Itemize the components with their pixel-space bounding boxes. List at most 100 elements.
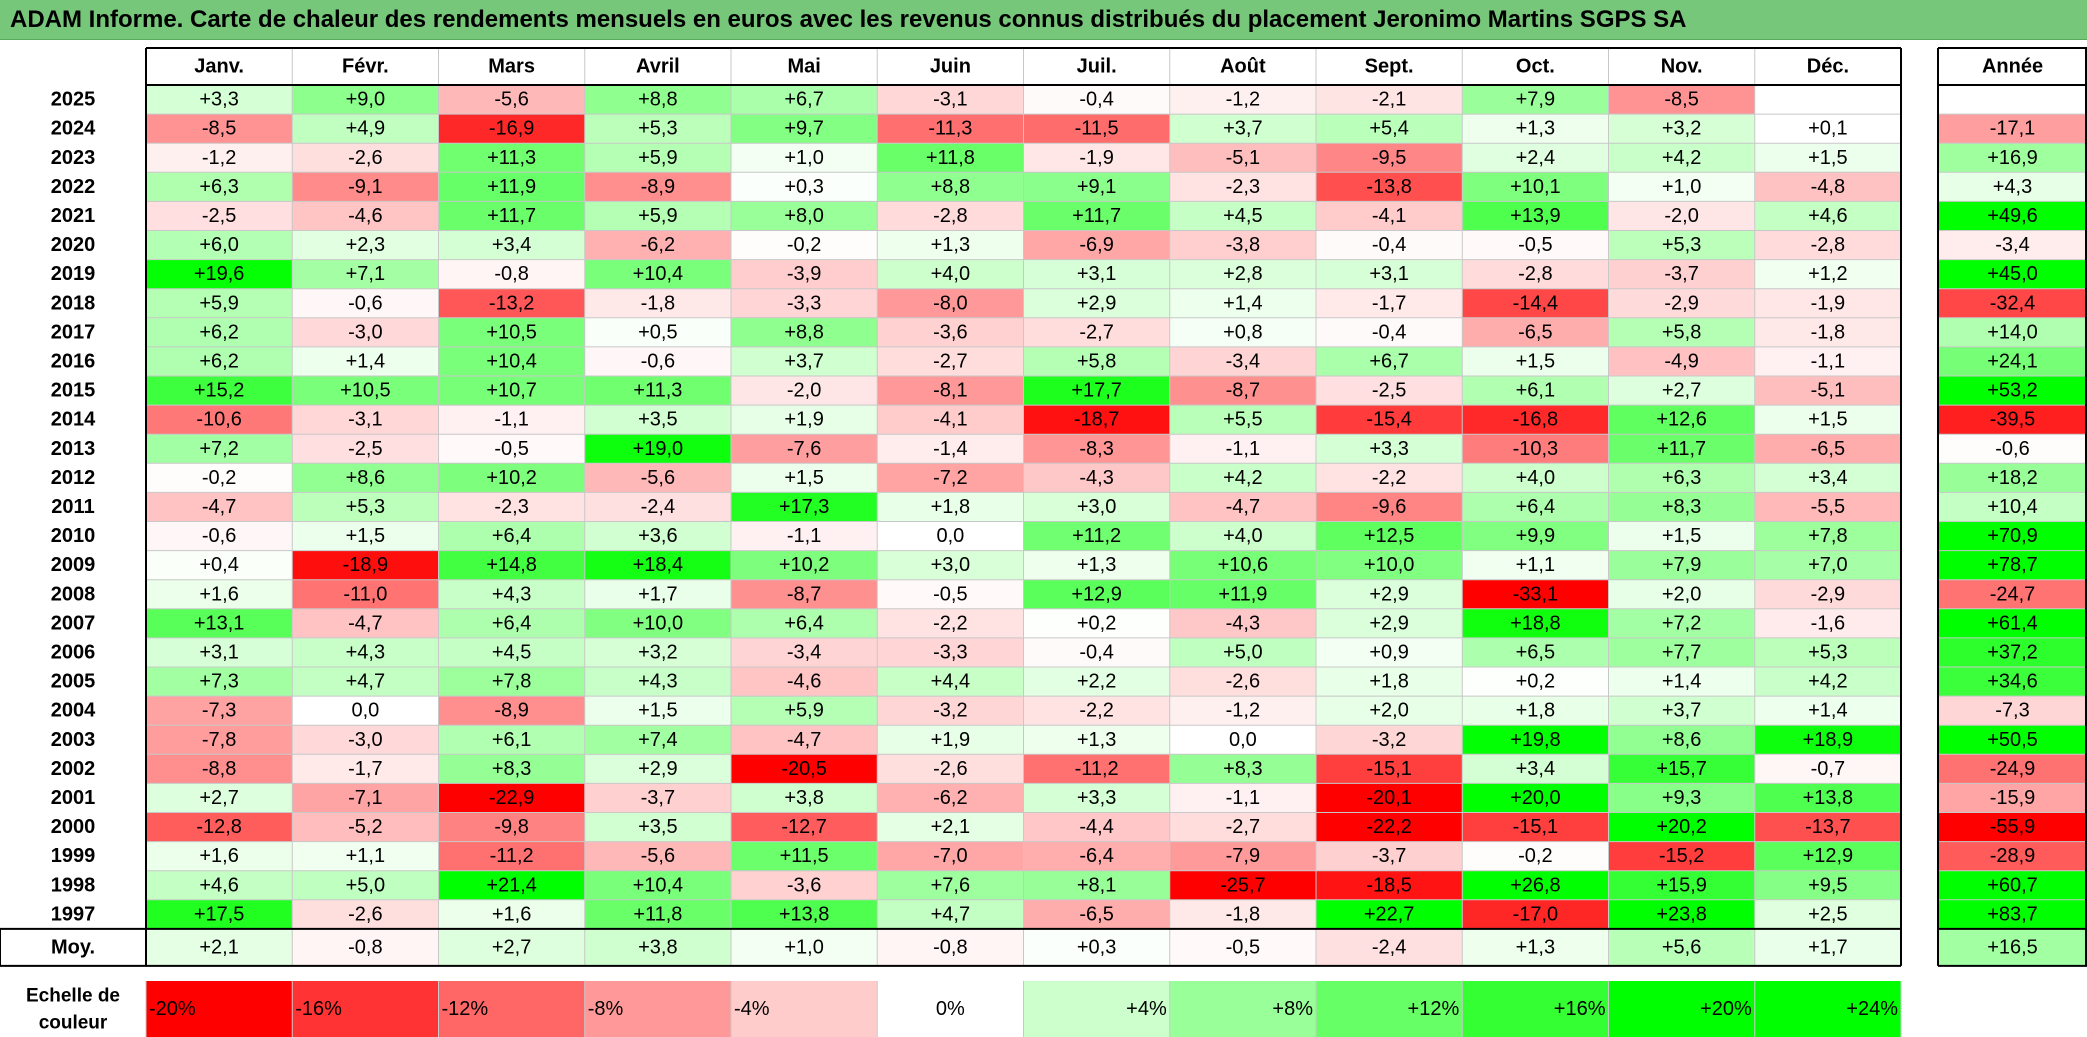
row-year-label: 2014 xyxy=(51,409,96,431)
cell-value: -4,1 xyxy=(1372,205,1406,227)
heatmap-cell xyxy=(584,696,731,726)
cell-value: +1,4 xyxy=(346,350,385,372)
cell-value: -0,5 xyxy=(494,438,528,460)
heatmap-cell xyxy=(1462,841,1609,871)
cell-value: +4,6 xyxy=(1808,205,1847,227)
heatmap-cell xyxy=(1462,172,1609,202)
cell-value: -3,6 xyxy=(787,874,821,896)
heatmap-cell xyxy=(731,405,878,435)
heatmap-cell xyxy=(731,463,878,493)
cell-value: -8,9 xyxy=(641,176,675,198)
heatmap-cell xyxy=(292,201,439,231)
heatmap-cell xyxy=(1316,637,1463,667)
cell-value: -3,4 xyxy=(1226,350,1260,372)
cell-value: +4,7 xyxy=(931,903,970,925)
cell-value: -1,2 xyxy=(1226,89,1260,111)
cell-value: +5,9 xyxy=(784,700,823,722)
annual-cell xyxy=(1938,230,2087,260)
heatmap-cell xyxy=(1169,259,1316,289)
annual-value: -15,9 xyxy=(1990,787,2036,809)
heatmap-cell xyxy=(1023,725,1170,755)
cell-value: -5,2 xyxy=(348,816,382,838)
heatmap-cell xyxy=(1023,85,1170,115)
heatmap-cell xyxy=(146,521,293,551)
cell-value: -3,1 xyxy=(933,89,967,111)
heatmap-cell xyxy=(1608,376,1755,406)
month-header-cell xyxy=(292,48,439,85)
cell-value: +6,3 xyxy=(1662,467,1701,489)
cell-value: +7,2 xyxy=(199,438,238,460)
color-scale-swatch xyxy=(877,981,1024,1037)
cell-value: -7,3 xyxy=(202,700,236,722)
heatmap-cell xyxy=(1169,812,1316,842)
heatmap-cell xyxy=(1316,346,1463,376)
heatmap-cell xyxy=(1754,550,1901,580)
heatmap-cell xyxy=(1754,346,1901,376)
heatmap-cell xyxy=(1316,696,1463,726)
cell-value: +2,3 xyxy=(346,234,385,256)
heatmap-cell xyxy=(146,463,293,493)
heatmap-cell xyxy=(1754,696,1901,726)
cell-value: -6,4 xyxy=(1079,845,1113,867)
heatmap-cell xyxy=(1169,899,1316,929)
average-value: +2,1 xyxy=(199,936,238,958)
heatmap-cell xyxy=(146,114,293,144)
color-scale-value: -16% xyxy=(295,998,342,1020)
annual-cell xyxy=(1938,346,2087,376)
average-value: -0,8 xyxy=(348,936,382,958)
cell-value: +19,6 xyxy=(194,263,245,285)
heatmap-cell xyxy=(1316,288,1463,318)
annual-cell xyxy=(1938,725,2087,755)
heatmap-cell xyxy=(292,346,439,376)
cell-value: +9,7 xyxy=(784,118,823,140)
cell-value: -5,6 xyxy=(494,89,528,111)
heatmap-cell xyxy=(1169,317,1316,347)
cell-value: +20,2 xyxy=(1656,816,1707,838)
heatmap-cell xyxy=(1608,812,1755,842)
cell-value: +6,1 xyxy=(1516,380,1555,402)
cell-value: +4,6 xyxy=(199,874,238,896)
average-value: -0,8 xyxy=(933,936,967,958)
heatmap-cell xyxy=(1169,550,1316,580)
cell-value: +3,4 xyxy=(1516,758,1555,780)
heatmap-cell xyxy=(1462,754,1609,784)
cell-value: -0,6 xyxy=(348,292,382,314)
cell-value: -9,6 xyxy=(1372,496,1406,518)
cell-value: -3,3 xyxy=(787,292,821,314)
cell-value: +1,6 xyxy=(199,845,238,867)
heatmap-cell xyxy=(1023,230,1170,260)
heatmap-cell xyxy=(584,754,731,784)
annual-value: -24,9 xyxy=(1990,758,2036,780)
cell-value: -1,9 xyxy=(1811,292,1845,314)
heatmap-cell xyxy=(146,259,293,289)
average-value: +5,6 xyxy=(1662,936,1701,958)
heatmap-cell xyxy=(292,783,439,813)
heatmap-cell xyxy=(438,550,585,580)
average-value: -0,5 xyxy=(1226,936,1260,958)
cell-value: +7,1 xyxy=(346,263,385,285)
color-scale-swatch xyxy=(731,981,878,1037)
heatmap-cell xyxy=(1169,143,1316,173)
annual-value: -28,9 xyxy=(1990,845,2036,867)
cell-value: +3,6 xyxy=(638,525,677,547)
cell-value: +0,3 xyxy=(784,176,823,198)
heatmap-cell xyxy=(1169,841,1316,871)
heatmap-cell xyxy=(1608,434,1755,464)
heatmap-cell xyxy=(146,783,293,813)
heatmap-cell xyxy=(146,754,293,784)
heatmap-cell xyxy=(877,637,1024,667)
heatmap-cell xyxy=(877,346,1024,376)
month-header-12: Déc. xyxy=(1807,56,1849,78)
heatmap-cell xyxy=(1316,259,1463,289)
cell-value: -9,8 xyxy=(494,816,528,838)
heatmap-cell xyxy=(1608,143,1755,173)
heatmap-cells xyxy=(146,48,2087,1037)
heatmap-cell xyxy=(584,230,731,260)
heatmap-cell xyxy=(1608,550,1755,580)
row-year-label: 1998 xyxy=(51,874,96,896)
cell-value: +7,7 xyxy=(1662,641,1701,663)
heatmap-cell xyxy=(1169,637,1316,667)
heatmap-cell xyxy=(1608,288,1755,318)
cell-value: +2,0 xyxy=(1369,700,1408,722)
heatmap-cell xyxy=(1754,492,1901,522)
